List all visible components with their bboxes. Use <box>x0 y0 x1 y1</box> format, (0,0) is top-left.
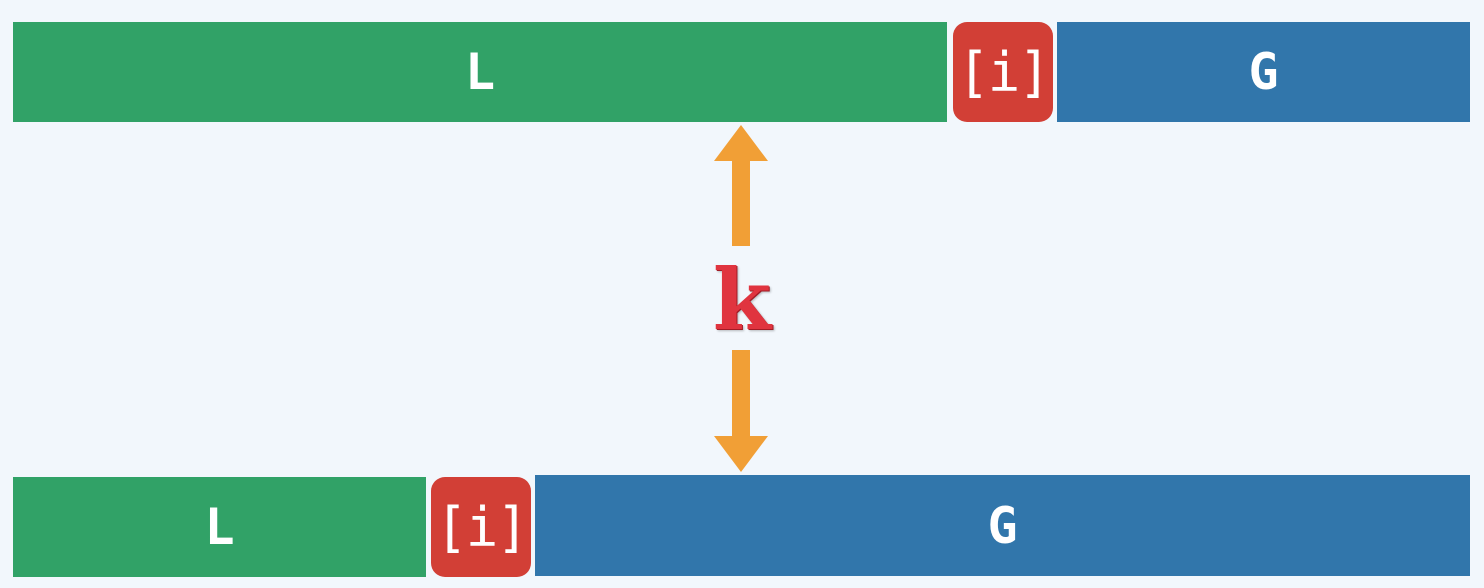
top-less-segment: L <box>13 22 947 122</box>
bottom-pivot-block: [i] <box>431 477 531 577</box>
top-greater-label: G <box>1248 43 1279 101</box>
top-pivot-block: [i] <box>953 22 1053 122</box>
double-arrow-icon <box>714 125 768 472</box>
top-pivot-label: [i] <box>957 40 1051 104</box>
bottom-less-segment: L <box>13 477 426 577</box>
up-arrow-shaft <box>732 160 750 246</box>
distance-k-label: k <box>712 249 772 349</box>
down-arrowhead <box>714 436 768 472</box>
top-less-label: L <box>464 43 496 101</box>
bottom-greater-segment: G <box>535 475 1470 576</box>
bottom-greater-label: G <box>987 496 1018 555</box>
down-arrow-shaft <box>732 350 750 438</box>
top-greater-segment: G <box>1057 22 1470 122</box>
up-arrowhead <box>714 125 768 161</box>
bottom-less-label: L <box>204 498 235 556</box>
bottom-pivot-label: [i] <box>435 495 529 559</box>
